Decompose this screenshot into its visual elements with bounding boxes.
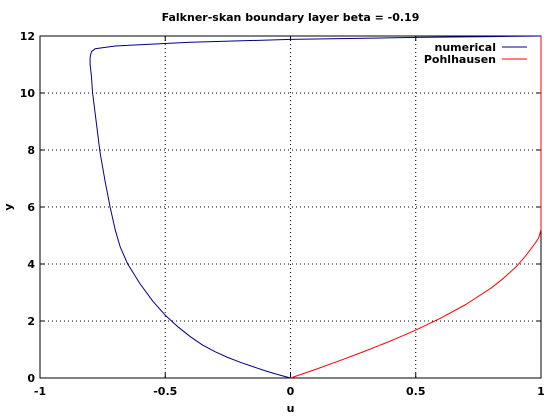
plot-area-frame [39,35,542,379]
y-tick-label: 10 [20,87,36,100]
x-tick-label: -1 [34,385,46,398]
x-tick-label: 0.5 [406,385,426,398]
y-tick-label: 2 [27,315,35,328]
y-tick-label: 12 [20,30,35,43]
y-tick-label: 8 [27,144,35,157]
x-axis-title: u [287,402,295,415]
x-tick-label: 0 [287,385,295,398]
y-axis-title: y [2,203,15,210]
grid [40,36,541,378]
series-group [89,35,542,379]
chart-title: Falkner-skan boundary layer beta = -0.19 [162,11,420,24]
legend-label-numerical: numerical [435,41,497,54]
y-tick-label: 4 [27,258,35,271]
x-tick-label: -0.5 [153,385,177,398]
legend-label-pohlhausen: Pohlhausen [424,53,496,66]
y-tick-label: 6 [27,201,35,214]
series-line-pohlhausen [290,36,542,379]
y-tick-label: 0 [27,372,35,385]
x-tick-label: 1 [537,385,545,398]
series-line-numerical [89,35,542,379]
